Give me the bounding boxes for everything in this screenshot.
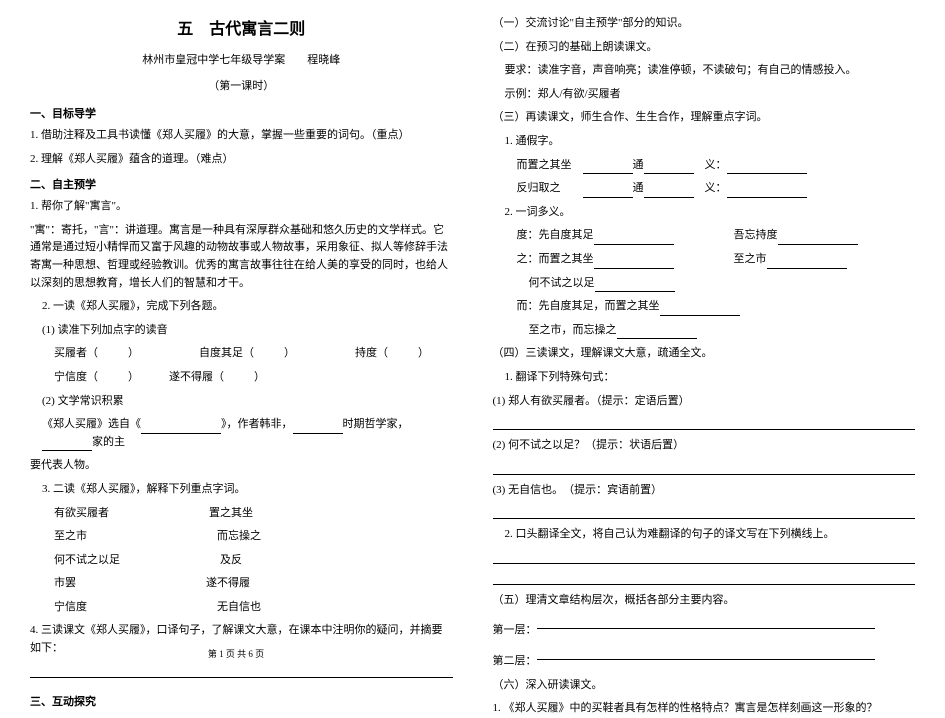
r3c: 反归取之 通 义：: [493, 180, 916, 198]
blank-r4d: [493, 505, 916, 519]
w5a: 宁信度: [54, 601, 87, 613]
lesson-label: （第一课时）: [30, 77, 453, 93]
w-row2: 至之市 而忘操之: [30, 528, 453, 546]
blank-line-1: [30, 664, 453, 678]
w-row1: 有欲买履者 置之其坐: [30, 505, 453, 523]
w2a: 至之市: [54, 530, 87, 542]
r3f1: 之：而置之其坐: [517, 253, 594, 265]
r3by: 义：: [705, 159, 727, 171]
r3g1: 而：先自度其足，而置之其坐: [517, 300, 660, 312]
r5b-line: 第二层：: [493, 646, 916, 671]
r3e: 度：先自度其足 吾忘持度: [493, 227, 916, 245]
r6a: 1. 《郑人买履》中的买鞋者具有怎样的性格特点？寓言是怎样刻画这一形象的？: [493, 700, 916, 718]
r3g: 而：先自度其足，而置之其坐: [493, 298, 916, 316]
r4d: (3) 无自信也。 （提示：宾语前置）: [493, 482, 916, 500]
section-3-header: 三、互动探究: [30, 693, 453, 709]
r3f: 之：而置之其坐 至之市: [493, 251, 916, 269]
r3b1: 而置之其坐: [517, 159, 572, 171]
book-4: 家的主: [92, 436, 125, 448]
r3ct: 通: [633, 182, 644, 194]
r4e: 2. 口头翻译全文，将自己认为难翻译的句子的译文写在下列横线上。: [493, 526, 916, 544]
w4b: 遂不得履: [206, 577, 250, 589]
r3f3-line: 何不试之以足: [493, 275, 916, 293]
s2-line3: 3. 二读《郑人买履》，解释下列重点字词。: [30, 481, 453, 499]
s2-sub2: (2) 文学常识积累: [30, 393, 453, 411]
w-row4: 市罢 遂不得履: [30, 575, 453, 593]
book-3: 时期哲学家，: [343, 418, 409, 430]
page-footer: 第 1 页 共 6 页: [0, 647, 472, 660]
w3a: 何不试之以足: [54, 554, 120, 566]
s2-r1b: ）: [128, 347, 139, 359]
s1-line2: 2. 理解《郑人买履》蕴含的道理。（难点）: [30, 151, 453, 169]
w1b: 置之其坐: [209, 507, 253, 519]
r4c: (2) 何不试之以足？（提示：状语后置）: [493, 437, 916, 455]
r5a-line: 第一层：: [493, 615, 916, 640]
s2-r1a: 买履者（: [54, 347, 98, 359]
r4: （四）三读课文，理解课文大意，疏通全文。: [493, 345, 916, 363]
r3f3: 何不试之以足: [529, 277, 595, 289]
right-column: （一）交流讨论"自主预学"部分的知识。 （二）在预习的基础上朗读课文。 要求：读…: [473, 15, 936, 663]
r5b: 第二层：: [493, 655, 537, 667]
r3g2-line: 至之市，而忘操之: [493, 322, 916, 340]
w-row3: 何不试之以足 及反: [30, 552, 453, 570]
book-1: 《郑人买履》选自《: [42, 418, 141, 430]
r3a: 1. 通假字。: [493, 133, 916, 151]
r3b: 而置之其坐 通 义：: [493, 157, 916, 175]
s2-book: 《郑人买履》选自《 》，作者韩非， 时期哲学家， 家的主: [30, 416, 453, 451]
s2-r1b2: ）: [284, 347, 295, 359]
blank-r4e1: [493, 550, 916, 564]
blank-r4b: [493, 416, 916, 430]
s2-row1: 买履者（ ） 自度其足（ ） 持度（ ）: [30, 345, 453, 363]
s2-r1b3: ）: [418, 347, 429, 359]
r6: （六）深入研读课文。: [493, 677, 916, 695]
s2-book-5: 要代表人物。: [30, 457, 453, 475]
r4b: (1) 郑人有欲买履者。（提示：定语后置）: [493, 393, 916, 411]
w2b: 而忘操之: [217, 530, 261, 542]
w4a: 市罢: [54, 577, 76, 589]
w-row5: 宁信度 无自信也: [30, 599, 453, 617]
r3c1: 反归取之: [517, 182, 561, 194]
s1-line1: 1. 借助注释及工具书读懂《郑人买履》的大意，掌握一些重要的词句。（重点）: [30, 127, 453, 145]
s2-r2b1: ）: [128, 371, 139, 383]
section-1-header: 一、目标导学: [30, 105, 453, 121]
s2-r1d: 持度（: [355, 347, 388, 359]
s2-r2b: 遂不得履（: [169, 371, 224, 383]
section-2-header: 二、自主预学: [30, 176, 453, 192]
w5b: 无自信也: [217, 601, 261, 613]
blank-r4e2: [493, 571, 916, 585]
r3bt: 通: [633, 159, 644, 171]
r3cy: 义：: [705, 182, 727, 194]
r3e2: 吾忘持度: [734, 229, 778, 241]
r1: （一）交流讨论"自主预学"部分的知识。: [493, 15, 916, 33]
w3b: 及反: [220, 554, 242, 566]
r2: （二）在预习的基础上朗读课文。: [493, 39, 916, 57]
r4a: 1. 翻译下列特殊句式：: [493, 369, 916, 387]
s2-r2a: 宁信度（: [54, 371, 98, 383]
s2-row2: 宁信度（ ） 遂不得履（ ）: [30, 369, 453, 387]
doc-subtitle: 林州市皇冠中学七年级导学案 程晓峰: [30, 51, 453, 67]
r3e1: 度：先自度其足: [517, 229, 594, 241]
blank-r4c: [493, 461, 916, 475]
left-column: 五 古代寓言二则 林州市皇冠中学七年级导学案 程晓峰 （第一课时） 一、目标导学…: [10, 15, 473, 663]
r2b: 示例：郑人/有欲/买履者: [493, 86, 916, 104]
r3d: 2. 一词多义。: [493, 204, 916, 222]
s2-r1c: 自度其足（: [199, 347, 254, 359]
doc-title: 五 古代寓言二则: [30, 15, 453, 39]
r3: （三）再读课文，师生合作、生生合作，理解重点字词。: [493, 109, 916, 127]
r5a: 第一层：: [493, 624, 537, 636]
book-2: 》，作者韩非，: [221, 418, 293, 430]
w1a: 有欲买履者: [54, 507, 109, 519]
r3g2: 至之市，而忘操之: [529, 324, 617, 336]
s2-sub1: (1) 读准下列加点字的读音: [30, 322, 453, 340]
r5: （五）理清文章结构层次，概括各部分主要内容。: [493, 592, 916, 610]
s2-line2: 2. 一读《郑人买履》，完成下列各题。: [30, 298, 453, 316]
r3f2: 至之市: [734, 253, 767, 265]
s2-r2b2: ）: [254, 371, 265, 383]
r2a: 要求：读准字音，声音响亮；读准停顿，不读破句；有自己的情感投入。: [493, 62, 916, 80]
s2-line1: 1. 帮你了解"寓言"。: [30, 198, 453, 216]
s2-para: "寓"：寄托，"言"：讲道理。寓言是一种具有深厚群众基础和悠久历史的文学样式。它…: [30, 222, 453, 292]
